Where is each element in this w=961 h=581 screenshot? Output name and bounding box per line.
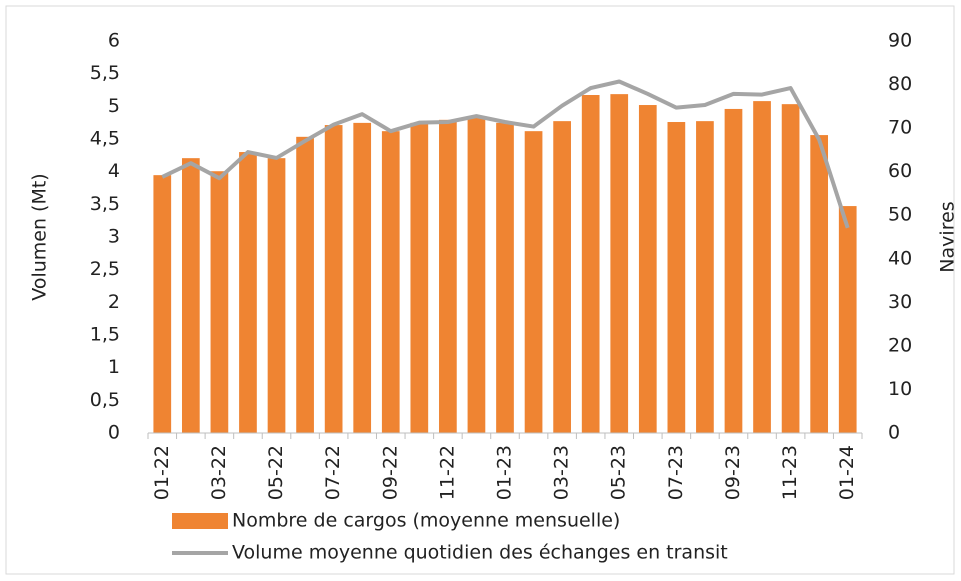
bar — [753, 101, 771, 434]
y-axis-title: Volumen (Mt) — [29, 173, 51, 300]
bar — [781, 104, 800, 434]
x-tick-label: 11-23 — [779, 445, 801, 500]
y-tick-label: 3,5 — [90, 193, 120, 215]
y-tick-label: 4 — [108, 160, 120, 182]
bar — [696, 121, 714, 434]
y2-tick-label: 60 — [888, 160, 912, 182]
y-tick-label: 2 — [108, 291, 120, 313]
y-tick-label: 4,5 — [90, 128, 120, 150]
bar — [553, 121, 571, 434]
bar — [581, 95, 600, 434]
y-tick-label: 6 — [108, 30, 120, 52]
bar — [381, 131, 400, 433]
bar — [838, 206, 857, 433]
y-tick-label: 5 — [108, 95, 120, 117]
bar — [181, 158, 200, 434]
y-tick-label: 1 — [108, 356, 120, 378]
bar — [267, 158, 286, 434]
x-tick-label: 09-22 — [379, 445, 401, 500]
bar — [296, 136, 314, 434]
bar — [239, 152, 257, 434]
x-tick-label: 03-22 — [208, 445, 230, 500]
bar — [439, 119, 457, 433]
x-tick-label: 01-22 — [151, 445, 173, 500]
y2-tick-label: 20 — [888, 334, 912, 356]
y-tick-label: 5,5 — [90, 62, 120, 84]
bar — [638, 105, 657, 433]
x-tick-label: 01-24 — [836, 445, 858, 500]
line-series — [161, 79, 850, 229]
bar — [353, 122, 372, 433]
x-tick-label: 07-22 — [322, 445, 344, 500]
y2-tick-label: 40 — [888, 247, 912, 269]
x-tick-label: 11-22 — [436, 445, 458, 500]
x-tick-label: 05-22 — [265, 445, 287, 500]
y-tick-label: 2,5 — [90, 258, 120, 280]
bar — [496, 122, 514, 433]
y2-tick-label: 0 — [888, 422, 900, 444]
x-tick-label: 07-23 — [665, 445, 687, 500]
bar — [210, 171, 229, 433]
y2-tick-label: 90 — [888, 30, 912, 52]
bar — [724, 108, 743, 434]
bar — [324, 125, 343, 433]
y-tick-label: 3 — [108, 226, 120, 248]
bar — [467, 117, 486, 433]
bar — [410, 122, 429, 433]
bar — [153, 175, 172, 433]
y2-tick-label: 10 — [888, 378, 912, 400]
bar — [810, 135, 829, 433]
y2-tick-label: 80 — [888, 73, 912, 95]
y2-tick-label: 70 — [888, 117, 912, 139]
y2-tick-label: 30 — [888, 291, 912, 313]
bar — [524, 131, 543, 433]
y2-axis-title: Navires — [937, 201, 959, 272]
legend-label: Nombre de cargos (moyenne mensuelle) — [232, 510, 620, 532]
legend-label: Volume moyenne quotidien des échanges en… — [232, 542, 728, 564]
x-tick-label: 05-23 — [608, 445, 630, 500]
x-tick-label: 01-23 — [494, 445, 516, 500]
legend-swatch — [172, 513, 228, 529]
bar — [667, 122, 686, 433]
x-tick-label: 09-23 — [722, 445, 744, 500]
y-tick-label: 0,5 — [90, 389, 120, 411]
bar — [610, 94, 629, 433]
y-tick-label: 0 — [108, 422, 120, 444]
y-tick-label: 1,5 — [90, 324, 120, 346]
x-tick-label: 03-23 — [551, 445, 573, 500]
y2-tick-label: 50 — [888, 204, 912, 226]
